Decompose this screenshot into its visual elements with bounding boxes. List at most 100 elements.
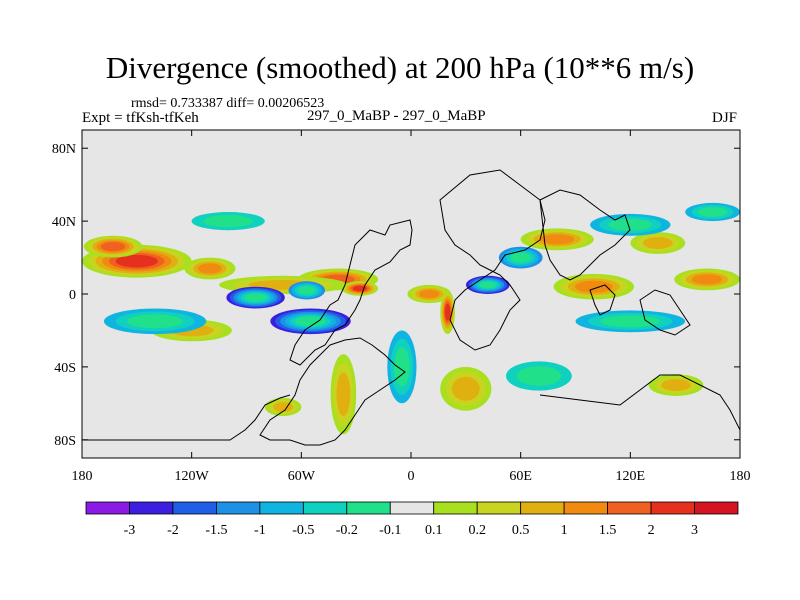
contour-band	[244, 293, 267, 302]
season-label: DJF	[712, 110, 738, 126]
axes: 180 120W 60W 0 60E 120E 180 80N 40N 0 40S 80S	[52, 130, 751, 484]
contour-band	[697, 207, 728, 217]
coastline-maritime	[589, 284, 616, 316]
field-feature	[83, 235, 143, 258]
field-feature	[440, 290, 455, 335]
coastline-antarctic-rim	[82, 374, 740, 441]
contour-band	[661, 379, 691, 391]
x-tick-label: 120W	[175, 469, 210, 484]
contour-band	[642, 237, 673, 249]
field-feature	[506, 361, 572, 391]
contour-band	[336, 372, 351, 417]
colorbar-label: -1	[254, 523, 266, 538]
field-feature	[341, 281, 379, 296]
colorbar-label: -0.5	[292, 523, 314, 538]
colorbar-swatch	[172, 501, 217, 515]
colorbar: -3 -2 -1.5 -1 -0.5 -0.2 -0.1 0.1 0.2 0.5 1 1.5 2 3	[85, 501, 739, 538]
contour-band	[298, 286, 316, 295]
colorbar-label: -0.1	[379, 523, 401, 538]
field-feature	[440, 366, 492, 411]
field-feature	[330, 354, 357, 435]
y-tick-label: 80N	[52, 142, 76, 157]
field-feature	[590, 213, 671, 236]
coastline-north-america	[289, 219, 413, 366]
y-tick-label: 40S	[54, 361, 76, 376]
field-feature	[288, 281, 326, 300]
x-tick-label: 180	[730, 469, 751, 484]
coastline-south-america	[259, 337, 406, 446]
colorbar-swatch	[563, 501, 609, 515]
contour-band	[575, 280, 613, 293]
y-tick-label: 0	[69, 288, 76, 303]
colorbar-swatch	[85, 501, 130, 515]
coastline-layer	[82, 169, 740, 446]
colorbar-swatch	[215, 501, 261, 515]
contour-band	[540, 234, 575, 245]
contour-band	[479, 281, 497, 289]
x-tick-label: 60E	[509, 469, 532, 484]
colorbar-swatch	[129, 501, 174, 515]
contour-band	[394, 347, 410, 387]
field-feature	[387, 330, 417, 404]
contour-band	[600, 315, 661, 328]
field-feature	[674, 268, 740, 291]
colorbar-label: -2	[167, 523, 179, 538]
field-feature	[103, 308, 207, 335]
contour-band	[510, 252, 531, 263]
experiment-label: Expt = tfKsh-tfKeh	[82, 110, 199, 126]
contour-band	[451, 376, 480, 401]
x-tick-label: 120E	[616, 469, 646, 484]
contour-band	[691, 274, 723, 285]
colorbar-label: 2	[648, 523, 655, 538]
contour-band	[419, 289, 440, 299]
field-feature	[520, 228, 594, 251]
field-feature	[191, 212, 265, 231]
map-plot-area	[82, 130, 740, 458]
field-layer	[82, 202, 740, 435]
contour-band	[444, 303, 451, 321]
colorbar-label: 0.5	[512, 523, 530, 538]
field-feature	[226, 286, 285, 309]
coastline-asia	[539, 189, 631, 281]
colorbar-swatch	[346, 501, 391, 515]
colorbar-label: 0.1	[425, 523, 443, 538]
colorbar-swatch	[389, 501, 435, 515]
field-feature	[184, 257, 236, 280]
colorbar-label: -1.5	[205, 523, 227, 538]
colorbar-swatch	[607, 501, 652, 515]
field-feature	[407, 284, 452, 304]
contour-band	[100, 242, 126, 252]
colorbar-swatch	[650, 501, 695, 515]
contour-band	[295, 316, 326, 327]
contour-band	[516, 366, 562, 386]
contour-band	[115, 254, 158, 268]
contour-band	[203, 214, 254, 228]
field-feature	[630, 232, 686, 254]
colorbar-label: -0.2	[336, 523, 358, 538]
field-feature	[264, 397, 302, 417]
field-feature	[685, 202, 740, 222]
colorbar-swatch	[302, 501, 348, 515]
y-tick-label: 80S	[54, 434, 76, 449]
colorbar-swatch	[259, 501, 304, 515]
x-tick-label: 60W	[288, 469, 316, 484]
colorbar-label: 0.2	[468, 523, 486, 538]
field-feature	[270, 308, 351, 335]
subtitle-label: 297_0_MaBP - 297_0_MaBP	[307, 108, 486, 124]
contour-band	[127, 314, 183, 329]
colorbar-label: 3	[691, 523, 698, 538]
contour-band	[608, 218, 653, 231]
colorbar-label: 1	[561, 523, 568, 538]
contour-band	[198, 263, 222, 274]
colorbar-label: -3	[124, 523, 136, 538]
field-feature	[553, 273, 634, 300]
coastline-australia-region	[639, 289, 691, 336]
colorbar-swatch	[476, 501, 522, 515]
x-tick-label: 180	[72, 469, 93, 484]
field-feature	[498, 246, 543, 269]
x-tick-label: 0	[408, 469, 415, 484]
colorbar-swatch	[433, 501, 478, 515]
colorbar-swatch	[694, 501, 739, 515]
contour-band	[273, 402, 293, 412]
colorbar-label: 1.5	[599, 523, 617, 538]
